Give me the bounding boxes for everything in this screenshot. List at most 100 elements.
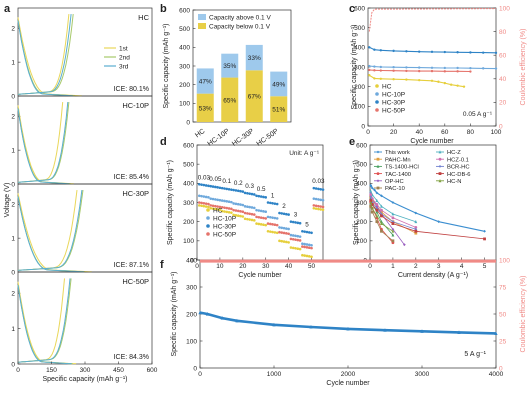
- rate-point: [248, 212, 251, 216]
- capacity-point: [420, 329, 424, 333]
- comparison-point: [369, 184, 373, 188]
- rate-point: [296, 238, 300, 242]
- capacity-point: [405, 69, 408, 73]
- comparison-point: [370, 210, 374, 214]
- rate-point: [257, 215, 261, 219]
- rate-point: [197, 204, 201, 207]
- y-tick-label: 2: [11, 202, 15, 209]
- capacity-point: [373, 48, 376, 51]
- y-tick-label: 200: [354, 84, 365, 91]
- comparison-point: [380, 208, 383, 212]
- rate-point: [280, 226, 284, 230]
- y-tick-label: 100: [186, 338, 197, 345]
- x-tick-label: 0: [195, 263, 199, 270]
- rate-point: [317, 198, 320, 201]
- capacity-point: [462, 85, 466, 88]
- rate-point: [298, 239, 302, 242]
- legend-label: HC-Z: [447, 150, 461, 156]
- discharge-curve: [17, 17, 82, 97]
- rate-point: [317, 204, 320, 208]
- bar-segment: [196, 68, 214, 94]
- comparison-point: [369, 199, 373, 202]
- rate-point: [209, 184, 213, 188]
- legend-label: OP-HC: [385, 179, 404, 185]
- rate-point: [259, 223, 263, 226]
- x-tick-label: 80: [467, 129, 475, 136]
- y2-tick-label: 100: [499, 257, 510, 264]
- y2-tick-label: 80: [499, 29, 507, 36]
- legend-marker: [375, 100, 379, 104]
- rate-point: [200, 194, 203, 198]
- capacity-line: [369, 69, 471, 73]
- rate-point: [289, 233, 293, 237]
- comparison-point: [369, 200, 373, 204]
- y-axis-label: Specific capacity (mAh g⁻¹): [351, 25, 358, 110]
- rate-point: [202, 201, 206, 205]
- rate-point: [264, 217, 268, 220]
- rate-point: [252, 213, 256, 216]
- rate-point: [216, 205, 219, 208]
- capacity-point: [418, 50, 421, 53]
- rate-point: [307, 246, 311, 250]
- rate-point: [310, 255, 313, 259]
- rate-point: [280, 231, 284, 234]
- rate-step-label: 2: [282, 203, 286, 210]
- x-axis-label: Current density (A g⁻¹): [398, 272, 468, 279]
- ice-label: ICE: 87.1%: [114, 262, 149, 269]
- capacity-point: [198, 310, 202, 315]
- legend-label: HC: [213, 207, 223, 214]
- panel-letter: a: [4, 3, 11, 15]
- legend-marker: [438, 165, 442, 168]
- rate-point: [232, 213, 235, 217]
- bar-segment: [245, 70, 263, 122]
- rate-point: [312, 204, 316, 207]
- comparison-point: [369, 189, 373, 193]
- rate-point: [246, 205, 249, 209]
- legend-label: HC-10P: [213, 215, 236, 222]
- rate-point: [294, 247, 297, 250]
- y-axis-label: Specific capacity (mAh g⁻¹): [171, 272, 178, 357]
- legend-label: This work: [385, 150, 410, 156]
- rate-point: [223, 187, 226, 190]
- y-tick-label: 0: [361, 123, 365, 130]
- rate-point: [220, 209, 224, 213]
- capacity-point: [379, 77, 382, 81]
- comparison-point: [414, 219, 418, 224]
- bar-segment: [245, 44, 263, 71]
- rate-point: [319, 198, 323, 202]
- capacity-point: [392, 69, 395, 72]
- discharge-curve: [17, 281, 77, 365]
- rate-point: [214, 185, 217, 189]
- rate-point: [296, 221, 300, 225]
- rate-point: [252, 206, 256, 210]
- legend-label: PAHC-Mn: [385, 157, 411, 163]
- rate-point: [236, 209, 240, 213]
- rate-point: [250, 206, 254, 209]
- y-axis-label: Voltage (V): [4, 183, 11, 218]
- rate-point: [255, 208, 258, 212]
- y-tick-label: 300: [179, 63, 190, 70]
- rate-point: [273, 202, 277, 205]
- y-tick-label: 600: [179, 7, 190, 14]
- rate-point: [200, 183, 203, 186]
- rate-point: [321, 208, 325, 212]
- rate-point: [246, 212, 249, 215]
- legend-marker: [206, 232, 210, 236]
- capacity-point: [383, 328, 387, 332]
- charge-curve: [17, 14, 74, 95]
- y-tick-label: 2: [11, 114, 15, 121]
- rate-point: [200, 204, 203, 208]
- rate-point: [209, 197, 213, 200]
- rate-point: [227, 210, 231, 214]
- rate-point: [305, 246, 309, 249]
- rate-label: 5 A g⁻¹: [464, 351, 486, 358]
- rate-point: [278, 230, 281, 234]
- rate-point: [234, 214, 238, 217]
- capacity-point: [456, 66, 459, 70]
- rate-point: [314, 187, 318, 190]
- sample-name: HC-10P: [122, 101, 149, 110]
- rate-point: [211, 207, 215, 210]
- discharge-curve: [17, 20, 73, 97]
- rate-point: [307, 255, 311, 258]
- legend-marker: [206, 224, 210, 228]
